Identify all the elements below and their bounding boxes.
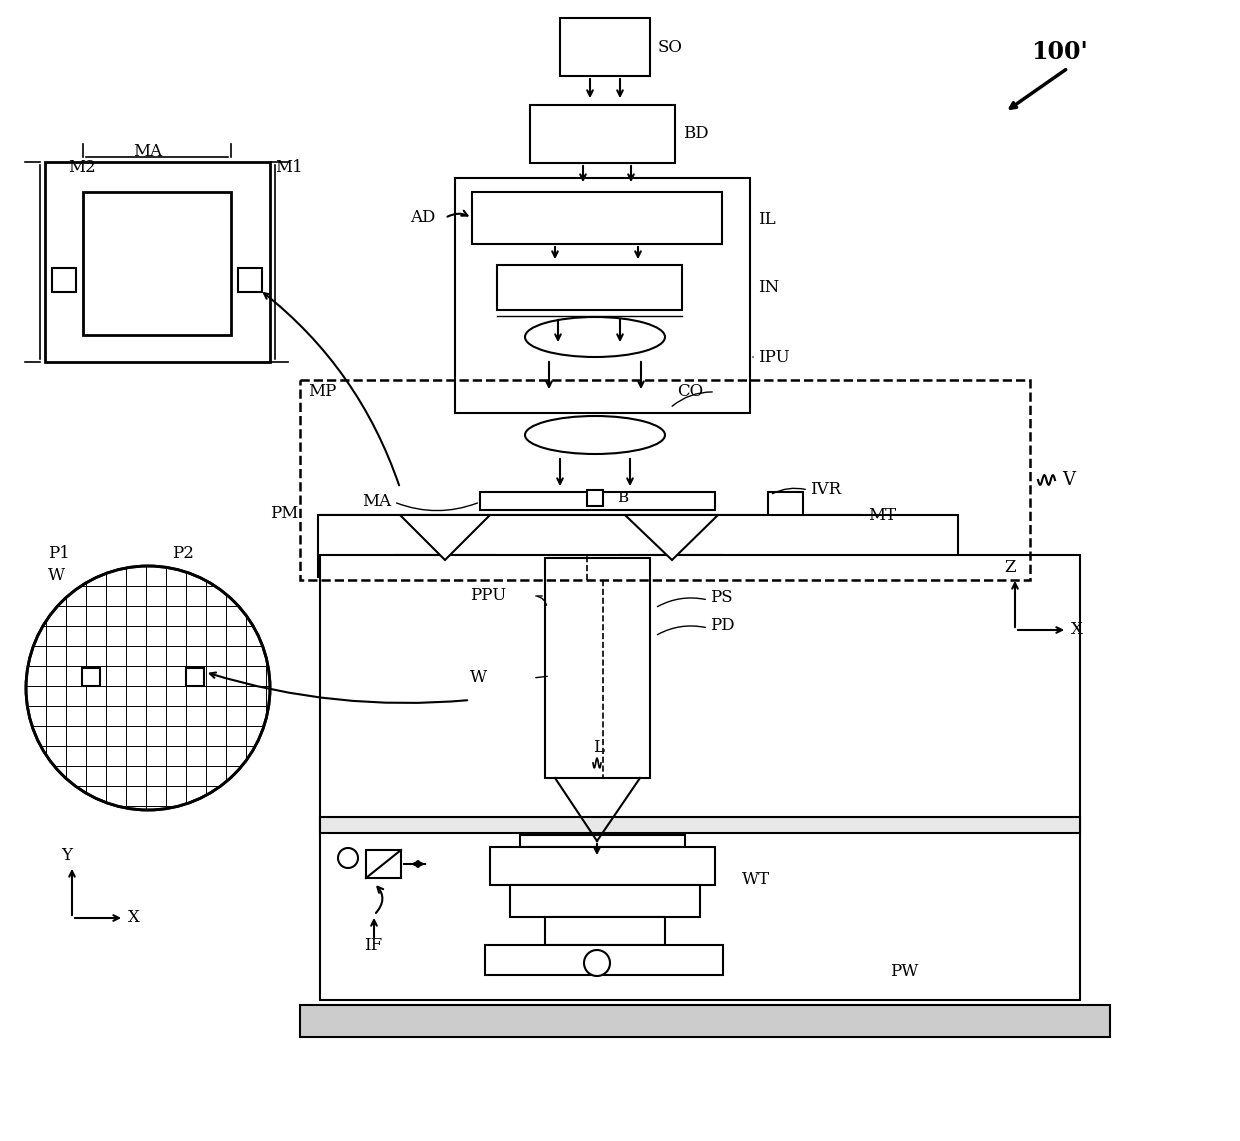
Polygon shape: [625, 515, 718, 560]
Text: IPU: IPU: [758, 348, 790, 365]
Bar: [510, 885, 701, 917]
Ellipse shape: [525, 416, 665, 454]
Text: MP: MP: [308, 383, 336, 400]
Bar: [529, 105, 675, 163]
Text: PW: PW: [890, 963, 919, 980]
Text: IL: IL: [758, 211, 776, 228]
Bar: [587, 489, 603, 505]
Text: X: X: [1071, 622, 1083, 639]
Text: X: X: [128, 909, 140, 926]
Polygon shape: [401, 515, 490, 560]
Text: L: L: [593, 739, 604, 756]
Bar: [320, 555, 1080, 1000]
Text: W: W: [48, 566, 66, 583]
Text: IVR: IVR: [810, 482, 841, 499]
Bar: [300, 380, 1030, 580]
Bar: [45, 162, 270, 362]
Text: P2: P2: [172, 545, 193, 563]
Text: IN: IN: [758, 280, 779, 296]
Bar: [396, 555, 495, 577]
Text: WT: WT: [742, 872, 770, 889]
Circle shape: [339, 848, 358, 868]
Bar: [560, 18, 650, 76]
Circle shape: [26, 566, 270, 810]
Bar: [366, 850, 401, 879]
Text: IF: IF: [365, 937, 382, 954]
Bar: [620, 555, 722, 577]
Bar: [238, 268, 262, 292]
Bar: [83, 192, 231, 335]
Bar: [546, 558, 650, 778]
Text: MA: MA: [134, 144, 162, 161]
Bar: [546, 917, 665, 945]
Bar: [497, 265, 682, 310]
Text: V: V: [1061, 471, 1075, 489]
Text: W: W: [470, 670, 487, 687]
Bar: [490, 847, 715, 885]
Text: PS: PS: [711, 590, 733, 607]
Bar: [52, 268, 76, 292]
Bar: [520, 835, 684, 847]
Bar: [480, 492, 715, 510]
Text: SO: SO: [658, 39, 683, 56]
Text: M2: M2: [68, 160, 95, 177]
Text: PM: PM: [269, 505, 298, 523]
Text: MT: MT: [868, 507, 897, 524]
Text: PPU: PPU: [470, 588, 506, 605]
Text: MA: MA: [362, 494, 391, 510]
Bar: [300, 1005, 1110, 1037]
Text: CO: CO: [677, 383, 703, 400]
Text: BD: BD: [683, 126, 708, 143]
Bar: [186, 667, 205, 686]
Text: AD: AD: [410, 210, 435, 227]
Bar: [320, 817, 1080, 833]
Bar: [455, 178, 750, 413]
Bar: [82, 667, 100, 686]
Text: Z: Z: [1004, 559, 1016, 576]
Text: PD: PD: [711, 617, 734, 634]
Text: P1: P1: [48, 545, 69, 563]
Ellipse shape: [525, 317, 665, 357]
Text: M1: M1: [275, 160, 303, 177]
Text: 100': 100': [1032, 40, 1089, 64]
Bar: [768, 492, 804, 521]
Bar: [485, 945, 723, 976]
Circle shape: [584, 950, 610, 976]
Bar: [472, 192, 722, 244]
Text: B: B: [618, 491, 629, 505]
Text: Y: Y: [62, 848, 72, 865]
Bar: [317, 515, 959, 577]
